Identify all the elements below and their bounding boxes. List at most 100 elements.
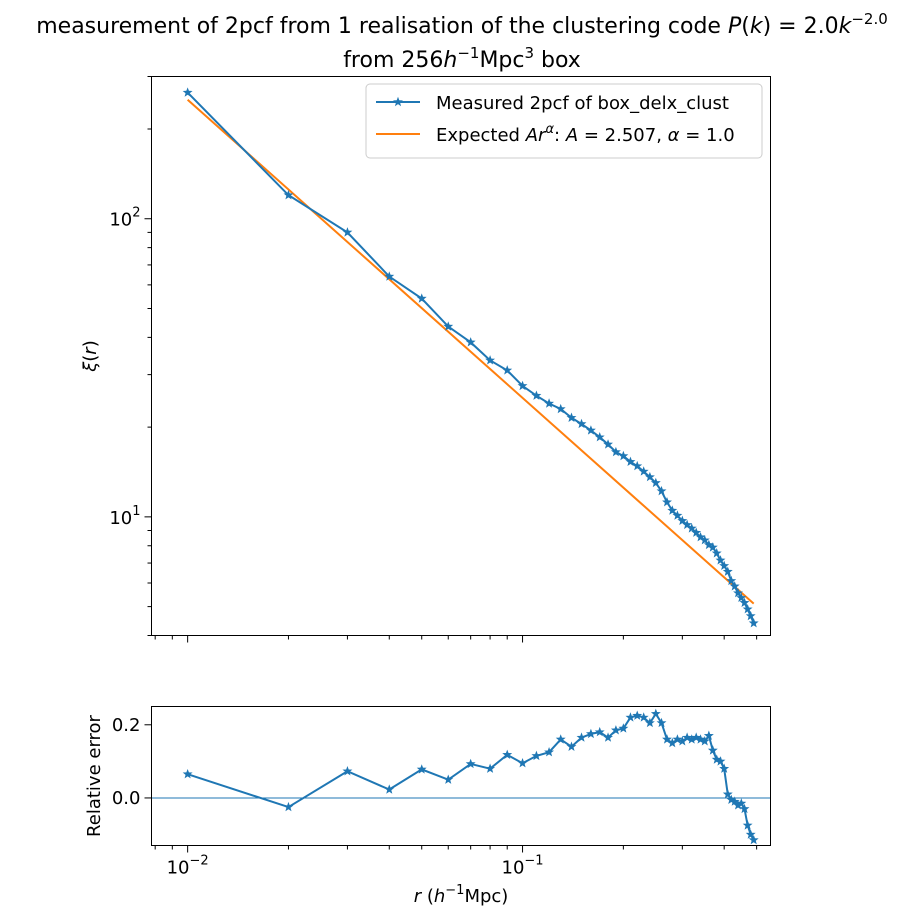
measured-point: [603, 439, 613, 449]
measured-point: [585, 425, 596, 435]
relative-error-point: [465, 758, 476, 769]
relative-error-point: [662, 734, 672, 744]
relative-error-point: [644, 717, 655, 728]
chart-title-line2: from 256h−1Mpc3 box: [343, 44, 581, 73]
measured-point: [691, 527, 702, 537]
measured-point: [699, 535, 710, 545]
measured-point: [485, 355, 496, 365]
measured-point: [715, 555, 726, 565]
relative-error-point: [576, 732, 587, 742]
relative-error-point: [667, 737, 678, 748]
relative-error-point: [745, 829, 756, 839]
legend: Measured 2pcf of box_delx_clust Expected…: [365, 83, 763, 159]
measured-point: [736, 592, 747, 603]
measured-point: [695, 531, 706, 542]
measured-point: [638, 466, 649, 476]
series-expected-line: [186, 98, 755, 605]
bottom-x-tick-label: 10−1: [502, 854, 544, 879]
measured-point: [342, 227, 353, 237]
measured-point: [748, 617, 759, 628]
measured-point: [555, 403, 566, 414]
relative-error-point: [342, 766, 353, 776]
bottom-x-axis-label: r (h−1Mpc): [414, 883, 509, 907]
relative-error-point: [699, 736, 710, 746]
measured-point: [544, 398, 555, 408]
measured-point: [644, 471, 655, 482]
top-plot-frame: [151, 76, 771, 636]
relative-error-point: [719, 763, 730, 773]
measured-point: [465, 337, 476, 347]
measured-point: [672, 510, 683, 520]
measured-point: [722, 566, 733, 576]
legend-expected-label: Expected Arα: A = 2.507, α = 1.0: [436, 122, 735, 146]
legend-measured-label: Measured 2pcf of box_delx_clust: [436, 93, 729, 114]
measured-point: [745, 610, 756, 621]
relative-error-point: [715, 756, 726, 766]
series-measured-line: [186, 91, 755, 624]
measured-point: [650, 477, 661, 488]
measured-point: [739, 597, 750, 607]
measured-point: [566, 412, 577, 422]
bottom-plot-frame: [151, 706, 771, 846]
measured-point: [384, 271, 395, 281]
measured-point: [677, 515, 688, 526]
relative-error-point: [566, 741, 577, 751]
measured-point: [283, 189, 294, 200]
relative-error-point: [594, 726, 605, 737]
bottom-y-tick-label: 0.0: [112, 788, 141, 809]
measured-point: [733, 587, 743, 598]
relative-error-point: [707, 745, 718, 755]
relative-error-point: [656, 717, 667, 728]
relative-error-point: [502, 749, 513, 759]
measured-point: [182, 87, 193, 97]
top-plot: 101 102 ξ(r) Measured 2pcf of box_delx_cl…: [80, 76, 771, 643]
relative-error-point: [585, 728, 596, 739]
measured-point: [726, 575, 737, 586]
relative-error-point: [650, 708, 661, 719]
relative-error-point: [672, 734, 683, 744]
top-y-tick-label: 101: [109, 504, 140, 529]
bottom-plot: 10−2 10−1 0.2 0.0 Relative error r (h−1Mpc): [84, 706, 771, 907]
relative-error-point: [742, 820, 753, 830]
relative-error-point: [283, 801, 294, 812]
relative-error-point: [416, 764, 427, 774]
measured-point: [632, 460, 643, 471]
relative-error-point: [711, 754, 722, 764]
relative-error-point: [729, 796, 740, 806]
relative-error-point: [638, 712, 649, 722]
measured-point: [610, 446, 621, 457]
measured-point: [711, 548, 722, 558]
legend-box: [365, 83, 763, 159]
measured-point: [576, 418, 587, 429]
chart-title-line1: measurement of 2pcf from 1 realisation o…: [36, 10, 888, 39]
relative-error-point: [703, 730, 714, 740]
relative-error-point: [555, 734, 566, 744]
relative-error-point: [384, 784, 395, 794]
relative-error-point: [677, 736, 688, 746]
relative-error-point: [739, 803, 750, 814]
measured-point: [443, 321, 454, 331]
relative-error-point: [618, 723, 629, 733]
relative-error-point: [691, 732, 702, 742]
relative-error-point: [485, 763, 496, 773]
relative-error-point: [726, 794, 737, 804]
measured-point: [517, 380, 528, 391]
relative-error-point: [722, 789, 733, 799]
measured-point: [707, 542, 718, 552]
measured-point: [618, 450, 629, 461]
bottom-x-tick-label: 10−2: [167, 854, 209, 879]
measured-point: [502, 365, 513, 375]
relative-error-point: [182, 768, 193, 779]
relative-error-point: [748, 834, 759, 845]
measured-point: [742, 604, 753, 614]
measured-point: [625, 456, 636, 467]
legend-measured-marker: [393, 96, 403, 107]
measured-point: [703, 539, 714, 550]
relative-error-point: [736, 798, 747, 808]
measured-point: [686, 523, 697, 533]
measured-point: [719, 560, 730, 571]
relative-error-point: [544, 747, 555, 757]
measured-point: [416, 293, 427, 303]
measured-point: [656, 485, 667, 496]
